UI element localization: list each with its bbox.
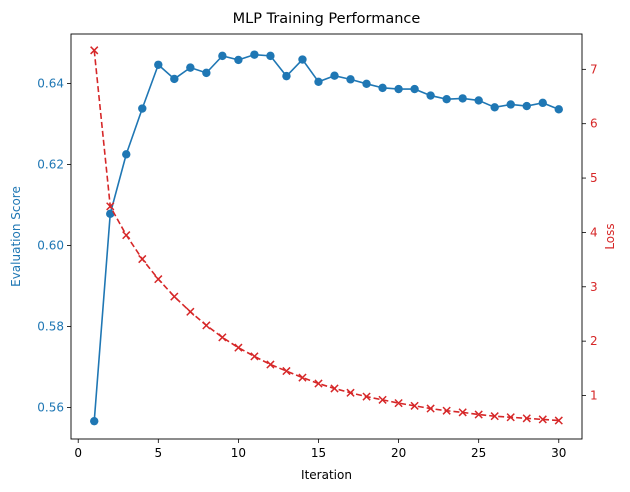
evaluation-score-point xyxy=(170,74,179,84)
loss-point xyxy=(202,321,211,330)
loss-point xyxy=(458,408,467,417)
x-tick-label: 5 xyxy=(154,446,162,460)
loss-point xyxy=(298,373,307,382)
right-y-tick-label: 7 xyxy=(590,62,598,76)
evaluation-score-point xyxy=(490,103,499,112)
loss-point xyxy=(234,343,243,352)
left-y-tick-label: 0.56 xyxy=(37,400,64,414)
x-tick-label: 20 xyxy=(391,446,406,460)
x-axis: 0 5 10 15 20 25 30 xyxy=(74,439,566,460)
loss-point xyxy=(218,333,227,342)
right-y-tick-label: 2 xyxy=(590,334,598,348)
loss-point xyxy=(138,254,147,264)
evaluation-score-point xyxy=(138,104,147,113)
loss-point xyxy=(394,398,403,408)
evaluation-score-point xyxy=(362,79,371,89)
left-y-axis-label: Evaluation Score xyxy=(9,186,23,287)
evaluation-score-point xyxy=(522,101,531,111)
loss-point xyxy=(554,416,563,425)
right-y-axis-label: Loss xyxy=(603,223,617,249)
plot-area xyxy=(90,46,563,426)
evaluation-score-point xyxy=(378,83,387,93)
evaluation-score-point xyxy=(186,63,195,72)
evaluation-score-point xyxy=(266,51,275,61)
evaluation-score-point xyxy=(234,55,243,65)
loss-point xyxy=(282,366,291,376)
left-y-tick-label: 0.60 xyxy=(37,238,64,252)
evaluation-score-point xyxy=(394,84,403,94)
loss-point xyxy=(122,231,131,240)
evaluation-score-point xyxy=(250,50,259,59)
evaluation-score-point xyxy=(202,68,211,78)
loss-point xyxy=(186,307,195,316)
loss-point xyxy=(522,414,531,423)
loss-point xyxy=(506,413,515,422)
evaluation-score-point xyxy=(426,91,435,100)
left-y-axis: 0.56 0.58 0.60 0.62 0.64 xyxy=(37,76,71,414)
right-y-tick-label: 6 xyxy=(590,117,598,131)
loss-point xyxy=(90,46,99,55)
x-axis-label: Iteration xyxy=(301,468,352,482)
x-tick-label: 25 xyxy=(471,446,486,460)
loss-point xyxy=(378,395,387,404)
loss-point xyxy=(442,406,451,415)
loss-point xyxy=(474,410,483,419)
evaluation-score-point xyxy=(122,150,131,159)
evaluation-score-point xyxy=(410,84,419,94)
x-tick-label: 10 xyxy=(231,446,246,460)
left-y-tick-label: 0.64 xyxy=(37,76,64,90)
loss-point xyxy=(538,415,547,424)
loss-point xyxy=(154,275,163,284)
loss-point xyxy=(362,392,371,401)
loss-point xyxy=(106,202,115,211)
right-y-tick-label: 3 xyxy=(590,280,598,294)
loss-point xyxy=(250,352,259,361)
evaluation-score-point xyxy=(506,100,515,109)
evaluation-score-point xyxy=(458,94,467,103)
x-tick-label: 15 xyxy=(311,446,326,460)
right-y-tick-label: 1 xyxy=(590,389,598,403)
loss-point xyxy=(346,388,355,397)
left-y-tick-label: 0.58 xyxy=(37,319,64,333)
right-y-axis: 1 2 3 4 5 6 7 xyxy=(582,62,598,403)
loss-point xyxy=(314,379,323,388)
loss-point xyxy=(170,292,179,301)
loss-point xyxy=(410,401,419,410)
left-y-tick-label: 0.62 xyxy=(37,157,64,171)
evaluation-score-point xyxy=(298,55,307,64)
plot-frame xyxy=(70,33,583,440)
loss-point xyxy=(490,412,499,421)
evaluation-score-point xyxy=(330,71,339,80)
chart-title: MLP Training Performance xyxy=(233,11,421,27)
loss-point xyxy=(330,384,339,393)
right-y-tick-label: 5 xyxy=(590,171,598,185)
evaluation-score-point xyxy=(314,77,323,86)
evaluation-score-point xyxy=(90,416,99,426)
evaluation-score-point xyxy=(154,60,163,69)
evaluation-score-point xyxy=(538,98,547,108)
evaluation-score-point xyxy=(554,105,563,114)
evaluation-score-point xyxy=(474,96,483,105)
evaluation-score-point xyxy=(442,95,451,104)
loss-point xyxy=(266,360,275,369)
x-tick-label: 0 xyxy=(74,446,82,460)
evaluation-score-point xyxy=(282,71,291,81)
right-y-tick-label: 4 xyxy=(590,225,598,239)
evaluation-score-point xyxy=(218,51,227,61)
x-tick-label: 30 xyxy=(551,446,566,460)
loss-point xyxy=(426,404,435,413)
evaluation-score-point xyxy=(346,75,355,84)
